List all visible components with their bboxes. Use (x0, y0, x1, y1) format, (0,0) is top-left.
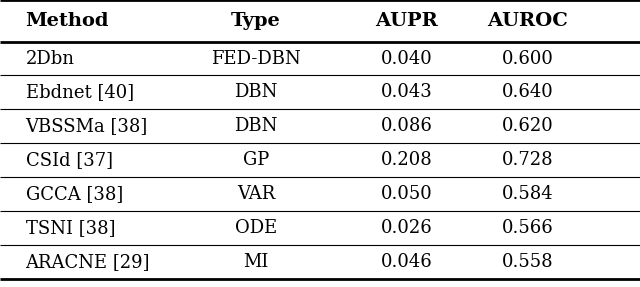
Text: 0.728: 0.728 (502, 151, 554, 169)
Text: 0.208: 0.208 (381, 151, 432, 169)
Text: DBN: DBN (234, 117, 278, 135)
Text: TSNI [38]: TSNI [38] (26, 219, 115, 237)
Text: AUROC: AUROC (488, 12, 568, 30)
Text: CSId [37]: CSId [37] (26, 151, 113, 169)
Text: 0.640: 0.640 (502, 84, 554, 101)
Text: 0.050: 0.050 (381, 185, 432, 203)
Text: ODE: ODE (235, 219, 277, 237)
Text: GCCA [38]: GCCA [38] (26, 185, 123, 203)
Text: Type: Type (231, 12, 281, 30)
Text: 2Dbn: 2Dbn (26, 50, 75, 67)
Text: 0.600: 0.600 (502, 50, 554, 67)
Text: 0.043: 0.043 (381, 84, 432, 101)
Text: 0.620: 0.620 (502, 117, 554, 135)
Text: GP: GP (243, 151, 269, 169)
Text: 0.558: 0.558 (502, 253, 554, 271)
Text: MI: MI (243, 253, 269, 271)
Text: 0.046: 0.046 (381, 253, 432, 271)
Text: Method: Method (26, 12, 109, 30)
Text: 0.086: 0.086 (380, 117, 433, 135)
Text: ARACNE [29]: ARACNE [29] (26, 253, 150, 271)
Text: 0.584: 0.584 (502, 185, 554, 203)
Text: VBSSMa [38]: VBSSMa [38] (26, 117, 148, 135)
Text: FED-DBN: FED-DBN (211, 50, 301, 67)
Text: DBN: DBN (234, 84, 278, 101)
Text: AUPR: AUPR (375, 12, 438, 30)
Text: VAR: VAR (237, 185, 275, 203)
Text: 0.040: 0.040 (381, 50, 432, 67)
Text: 0.026: 0.026 (381, 219, 432, 237)
Text: 0.566: 0.566 (502, 219, 554, 237)
Text: Ebdnet [40]: Ebdnet [40] (26, 84, 134, 101)
